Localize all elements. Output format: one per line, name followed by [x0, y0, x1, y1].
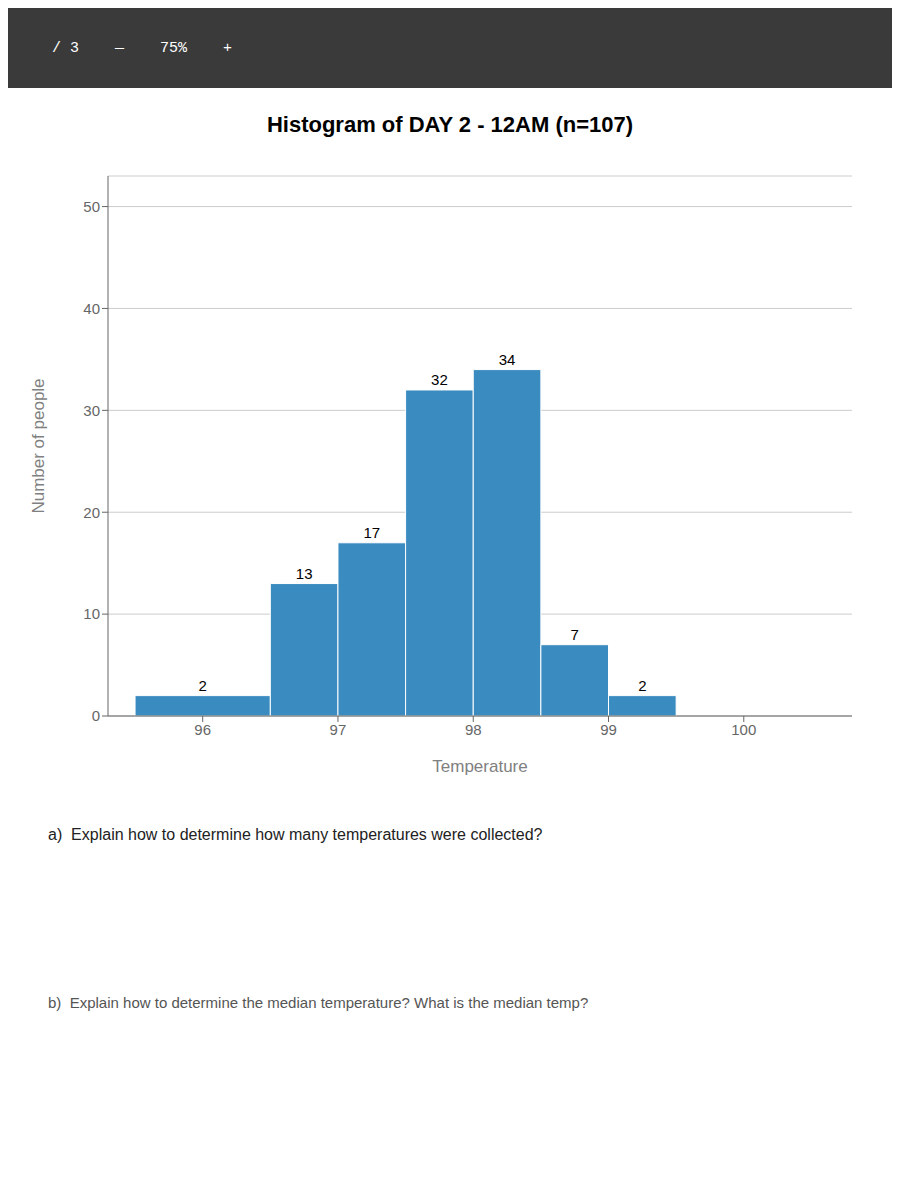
svg-text:7: 7 [571, 626, 579, 643]
svg-text:0: 0 [92, 707, 100, 724]
svg-text:96: 96 [194, 721, 211, 738]
svg-text:99: 99 [600, 721, 617, 738]
svg-text:34: 34 [499, 351, 516, 368]
svg-text:2: 2 [638, 677, 646, 694]
svg-text:Temperature: Temperature [432, 757, 527, 776]
svg-text:97: 97 [330, 721, 347, 738]
svg-text:17: 17 [363, 524, 380, 541]
svg-text:20: 20 [83, 504, 100, 521]
html-text:a) Explain how to determine ho: a) Explain how to determine how many tem… [48, 826, 543, 843]
svg-text:100: 100 [731, 721, 756, 738]
svg-text:Number of people: Number of people [29, 378, 48, 513]
svg-text:32: 32 [431, 371, 448, 388]
svg-text:98: 98 [465, 721, 482, 738]
svg-text:50: 50 [83, 198, 100, 215]
svg-text:2: 2 [199, 677, 207, 694]
svg-text:30: 30 [83, 402, 100, 419]
svg-text:13: 13 [296, 565, 313, 582]
html-text:/ 3 — 75% +: / 3 — 75% + [52, 39, 232, 57]
svg-text:40: 40 [83, 300, 100, 317]
svg-text:10: 10 [83, 605, 100, 622]
html-text:b) Explain how to determine th: b) Explain how to determine the median t… [48, 994, 589, 1011]
html-text:Histogram of DAY 2 - 12AM (n=1: Histogram of DAY 2 - 12AM (n=107) [266, 112, 634, 137]
